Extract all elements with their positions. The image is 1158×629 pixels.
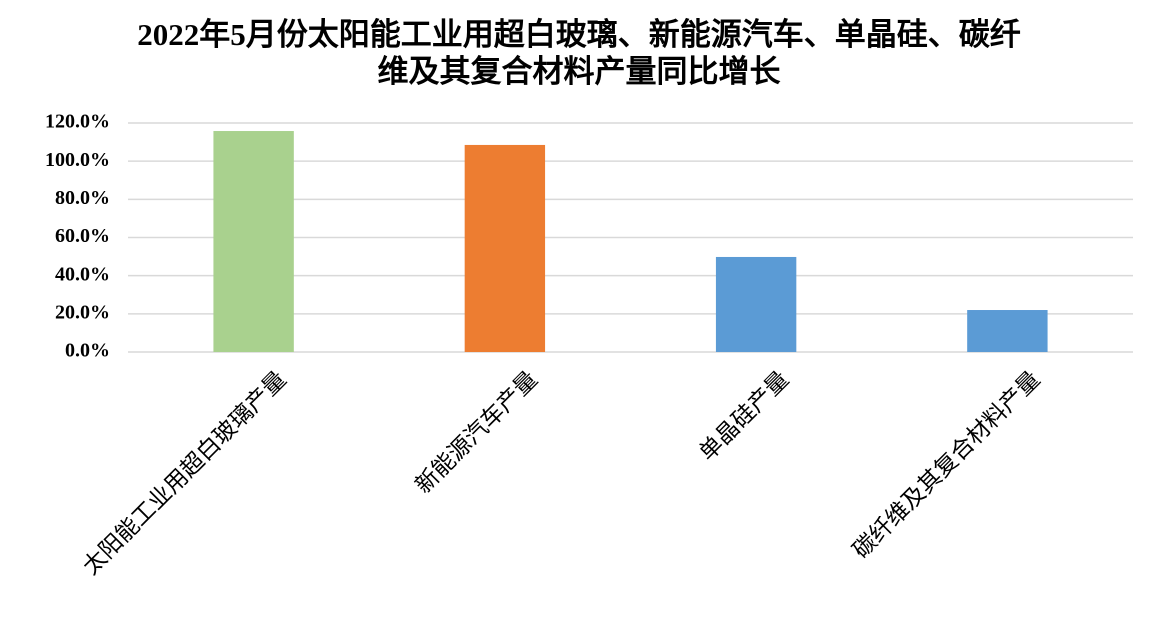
y-tick-label: 100.0% [45, 149, 110, 171]
x-tick-label: 碳纤维及其复合材料产量 [848, 367, 1045, 564]
bar [213, 131, 294, 352]
y-tick-label: 0.0% [65, 340, 110, 362]
x-tick-label: 单晶硅产量 [694, 367, 793, 466]
y-tick-label: 40.0% [55, 263, 110, 285]
chart-title: 2022年5月份太阳能工业用超白玻璃、新能源汽车、单晶硅、碳纤维及其复合材料产量… [137, 17, 1021, 89]
x-tick-label: 新能源汽车产量 [411, 367, 543, 499]
bar [715, 256, 797, 352]
y-tick-label: 60.0% [55, 225, 110, 247]
bar [967, 310, 1048, 352]
y-tick-label: 80.0% [55, 187, 110, 209]
y-tick-label: 20.0% [55, 301, 110, 323]
y-tick-label: 120.0% [45, 111, 110, 133]
bar [464, 144, 546, 352]
x-tick-label: 太阳能工业用超白玻璃产量 [78, 367, 291, 580]
